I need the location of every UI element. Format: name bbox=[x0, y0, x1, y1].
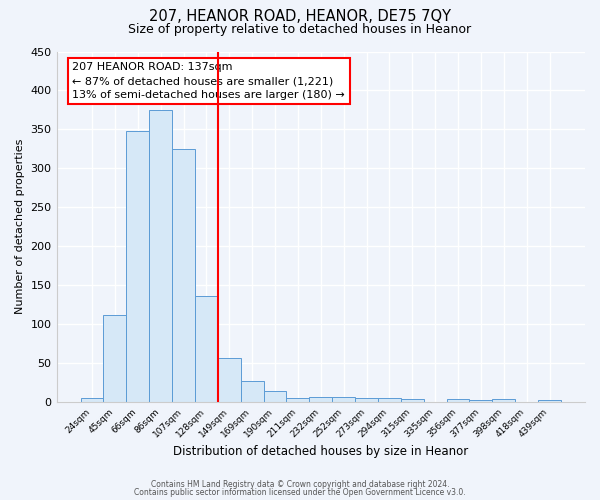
Bar bbox=[286, 398, 310, 402]
X-axis label: Distribution of detached houses by size in Heanor: Distribution of detached houses by size … bbox=[173, 444, 469, 458]
Bar bbox=[538, 400, 561, 402]
Text: Contains public sector information licensed under the Open Government Licence v3: Contains public sector information licen… bbox=[134, 488, 466, 497]
Bar bbox=[469, 400, 493, 402]
Text: 207 HEANOR ROAD: 137sqm
← 87% of detached houses are smaller (1,221)
13% of semi: 207 HEANOR ROAD: 137sqm ← 87% of detache… bbox=[73, 62, 345, 100]
Bar bbox=[332, 398, 355, 402]
Bar bbox=[378, 398, 401, 402]
Y-axis label: Number of detached properties: Number of detached properties bbox=[15, 139, 25, 314]
Bar bbox=[493, 399, 515, 402]
Bar bbox=[103, 315, 127, 402]
Bar bbox=[310, 398, 332, 402]
Bar bbox=[172, 149, 195, 402]
Bar bbox=[127, 131, 149, 402]
Bar bbox=[263, 391, 286, 402]
Bar bbox=[241, 381, 263, 402]
Bar bbox=[195, 296, 218, 402]
Bar bbox=[446, 399, 469, 402]
Text: Size of property relative to detached houses in Heanor: Size of property relative to detached ho… bbox=[128, 22, 472, 36]
Bar bbox=[355, 398, 378, 402]
Text: Contains HM Land Registry data © Crown copyright and database right 2024.: Contains HM Land Registry data © Crown c… bbox=[151, 480, 449, 489]
Text: 207, HEANOR ROAD, HEANOR, DE75 7QY: 207, HEANOR ROAD, HEANOR, DE75 7QY bbox=[149, 9, 451, 24]
Bar bbox=[401, 399, 424, 402]
Bar bbox=[218, 358, 241, 402]
Bar bbox=[149, 110, 172, 402]
Bar bbox=[80, 398, 103, 402]
